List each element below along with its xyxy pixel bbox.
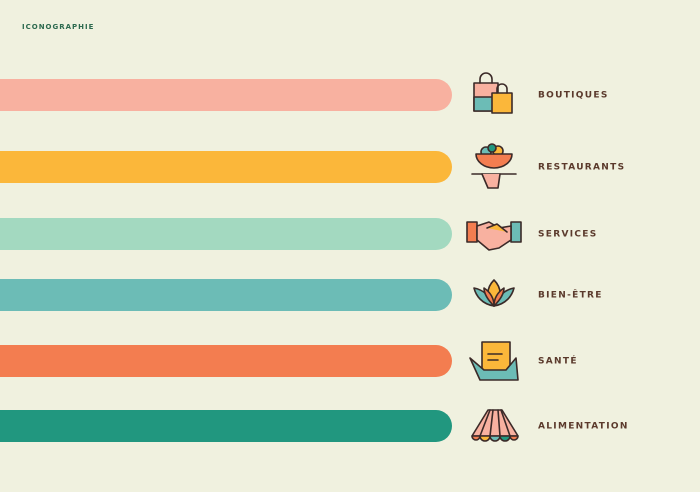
icon-sante (469, 341, 519, 381)
item-label: BOUTIQUES (538, 91, 609, 101)
icon-restaurants (471, 143, 517, 189)
item-label: RESTAURANTS (538, 163, 625, 173)
bar (0, 218, 452, 250)
icon-alimentation (471, 409, 519, 442)
bar (0, 410, 452, 442)
page-title: ICONOGRAPHIE (22, 23, 94, 31)
item-label: BIEN-ÊTRE (538, 289, 603, 301)
bar (0, 279, 452, 311)
icon-bien-etre (473, 279, 515, 307)
bar (0, 151, 452, 183)
icon-services (466, 221, 522, 251)
bar (0, 345, 452, 377)
item-label: SANTÉ (538, 355, 578, 367)
bar (0, 79, 452, 111)
rows: BOUTIQUES RESTAURANTS SERVICES BIEN-ÊTRE SAN… (0, 79, 629, 442)
item-label: SERVICES (538, 230, 598, 240)
item-label: ALIMENTATION (538, 422, 629, 432)
icon-boutiques (473, 72, 513, 114)
